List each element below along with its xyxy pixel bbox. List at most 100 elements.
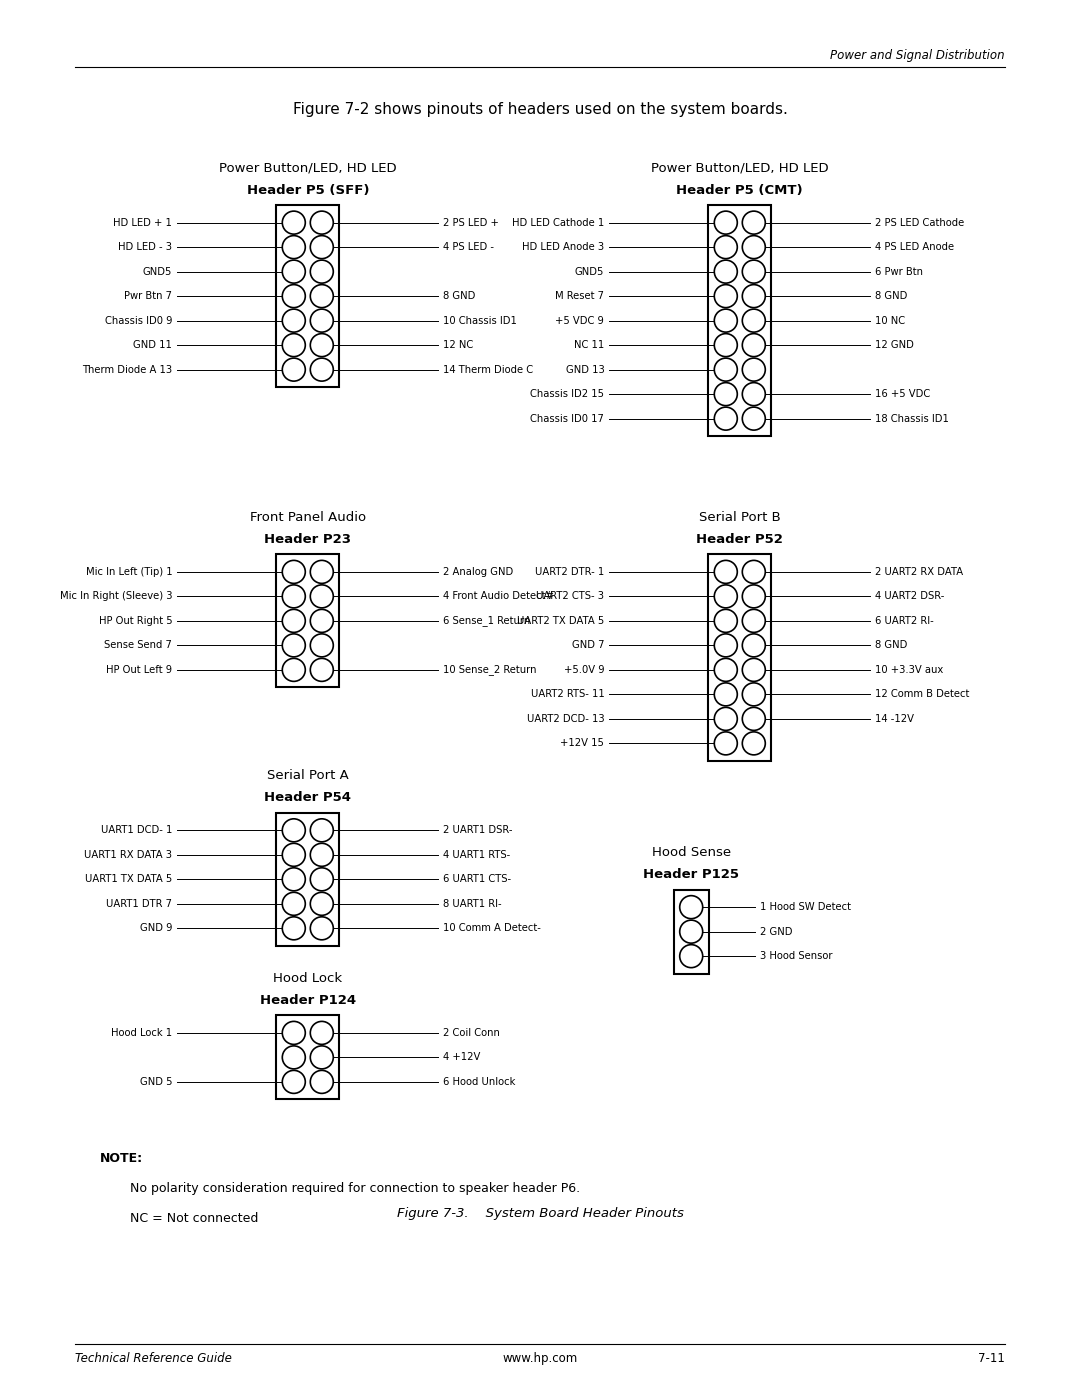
- Text: 2 Analog GND: 2 Analog GND: [443, 567, 514, 577]
- Text: HD LED Cathode 1: HD LED Cathode 1: [512, 218, 605, 228]
- Text: 6 UART1 CTS-: 6 UART1 CTS-: [443, 875, 512, 884]
- Text: Figure 7-2 shows pinouts of headers used on the system boards.: Figure 7-2 shows pinouts of headers used…: [293, 102, 787, 117]
- Text: 2 UART1 DSR-: 2 UART1 DSR-: [443, 826, 513, 835]
- Text: Hood Lock 1: Hood Lock 1: [111, 1028, 173, 1038]
- Text: 1 Hood SW Detect: 1 Hood SW Detect: [760, 902, 851, 912]
- Text: 10 Sense_2 Return: 10 Sense_2 Return: [443, 665, 537, 675]
- Text: No polarity consideration required for connection to speaker header P6.: No polarity consideration required for c…: [130, 1182, 580, 1194]
- Text: HP Out Right 5: HP Out Right 5: [98, 616, 173, 626]
- Text: 16 +5 VDC: 16 +5 VDC: [875, 390, 931, 400]
- Bar: [708, 555, 771, 761]
- Text: Header P52: Header P52: [697, 532, 783, 546]
- Text: GND5: GND5: [575, 267, 605, 277]
- Text: Mic In Right (Sleeve) 3: Mic In Right (Sleeve) 3: [59, 591, 173, 601]
- Text: Header P54: Header P54: [265, 791, 351, 805]
- Text: 2 Coil Conn: 2 Coil Conn: [443, 1028, 500, 1038]
- Text: UART1 DTR 7: UART1 DTR 7: [106, 898, 173, 909]
- Text: 14 Therm Diode C: 14 Therm Diode C: [443, 365, 534, 374]
- Text: Mic In Left (Tip) 1: Mic In Left (Tip) 1: [85, 567, 173, 577]
- Text: 8 GND: 8 GND: [875, 640, 907, 651]
- Text: +5 VDC 9: +5 VDC 9: [555, 316, 605, 326]
- Bar: [276, 205, 339, 387]
- Text: GND 7: GND 7: [571, 640, 605, 651]
- Text: HP Out Left 9: HP Out Left 9: [106, 665, 173, 675]
- Text: Chassis ID0 17: Chassis ID0 17: [530, 414, 605, 423]
- Text: Technical Reference Guide: Technical Reference Guide: [75, 1352, 232, 1365]
- Text: Power Button/LED, HD LED: Power Button/LED, HD LED: [651, 162, 828, 175]
- Text: 10 Chassis ID1: 10 Chassis ID1: [443, 316, 517, 326]
- Text: Chassis ID0 9: Chassis ID0 9: [105, 316, 173, 326]
- Bar: [276, 555, 339, 687]
- Text: 2 PS LED Cathode: 2 PS LED Cathode: [875, 218, 964, 228]
- Text: Serial Port B: Serial Port B: [699, 511, 781, 524]
- Text: 6 UART2 RI-: 6 UART2 RI-: [875, 616, 934, 626]
- Text: M Reset 7: M Reset 7: [555, 291, 605, 302]
- Text: www.hp.com: www.hp.com: [502, 1352, 578, 1365]
- Text: 12 Comm B Detect: 12 Comm B Detect: [875, 689, 970, 700]
- Text: Header P5 (SFF): Header P5 (SFF): [246, 183, 369, 197]
- Text: Header P124: Header P124: [259, 993, 356, 1007]
- Text: Header P5 (CMT): Header P5 (CMT): [676, 183, 804, 197]
- Text: 6 Pwr Btn: 6 Pwr Btn: [875, 267, 923, 277]
- Text: Pwr Btn 7: Pwr Btn 7: [124, 291, 173, 302]
- Text: Power and Signal Distribution: Power and Signal Distribution: [831, 49, 1005, 61]
- Text: 4 UART2 DSR-: 4 UART2 DSR-: [875, 591, 945, 601]
- Text: UART2 RTS- 11: UART2 RTS- 11: [530, 689, 605, 700]
- Text: 10 NC: 10 NC: [875, 316, 905, 326]
- Text: 10 +3.3V aux: 10 +3.3V aux: [875, 665, 944, 675]
- Text: +12V 15: +12V 15: [561, 739, 605, 749]
- Text: UART2 DTR- 1: UART2 DTR- 1: [535, 567, 605, 577]
- Text: 2 PS LED +: 2 PS LED +: [443, 218, 499, 228]
- Text: 6 Hood Unlock: 6 Hood Unlock: [443, 1077, 515, 1087]
- Text: GND5: GND5: [143, 267, 173, 277]
- Text: Hood Lock: Hood Lock: [273, 972, 342, 985]
- Text: Chassis ID2 15: Chassis ID2 15: [530, 390, 605, 400]
- Text: 12 GND: 12 GND: [875, 339, 914, 351]
- Text: HD LED + 1: HD LED + 1: [113, 218, 173, 228]
- Text: 3 Hood Sensor: 3 Hood Sensor: [760, 951, 833, 961]
- Text: Figure 7-3.    System Board Header Pinouts: Figure 7-3. System Board Header Pinouts: [396, 1207, 684, 1220]
- Text: NOTE:: NOTE:: [100, 1153, 144, 1165]
- Text: 14 -12V: 14 -12V: [875, 714, 915, 724]
- Text: 2 GND: 2 GND: [760, 926, 793, 936]
- Text: UART2 CTS- 3: UART2 CTS- 3: [537, 591, 605, 601]
- Text: 8 UART1 RI-: 8 UART1 RI-: [443, 898, 502, 909]
- Text: Header P23: Header P23: [265, 532, 351, 546]
- Text: +5.0V 9: +5.0V 9: [564, 665, 605, 675]
- Text: UART1 RX DATA 3: UART1 RX DATA 3: [84, 849, 173, 859]
- Text: 8 GND: 8 GND: [443, 291, 475, 302]
- Text: NC = Not connected: NC = Not connected: [130, 1213, 258, 1225]
- Text: UART1 TX DATA 5: UART1 TX DATA 5: [85, 875, 173, 884]
- Text: 4 Front Audio Detect#: 4 Front Audio Detect#: [443, 591, 554, 601]
- Text: 4 UART1 RTS-: 4 UART1 RTS-: [443, 849, 511, 859]
- Text: GND 13: GND 13: [566, 365, 605, 374]
- Text: 4 +12V: 4 +12V: [443, 1052, 481, 1062]
- Text: UART1 DCD- 1: UART1 DCD- 1: [100, 826, 173, 835]
- Text: HD LED Anode 3: HD LED Anode 3: [522, 242, 605, 251]
- Text: GND 5: GND 5: [139, 1077, 173, 1087]
- Bar: [674, 890, 708, 974]
- Text: Therm Diode A 13: Therm Diode A 13: [82, 365, 173, 374]
- Text: 18 Chassis ID1: 18 Chassis ID1: [875, 414, 949, 423]
- Text: 4 PS LED -: 4 PS LED -: [443, 242, 495, 251]
- Text: Sense Send 7: Sense Send 7: [105, 640, 173, 651]
- Text: Hood Sense: Hood Sense: [651, 847, 731, 859]
- Text: Header P125: Header P125: [644, 868, 739, 882]
- Text: 7-11: 7-11: [978, 1352, 1005, 1365]
- Bar: [276, 1016, 339, 1099]
- Text: UART2 DCD- 13: UART2 DCD- 13: [527, 714, 605, 724]
- Text: NC 11: NC 11: [575, 339, 605, 351]
- Text: 10 Comm A Detect-: 10 Comm A Detect-: [443, 923, 541, 933]
- Text: GND 9: GND 9: [139, 923, 173, 933]
- Text: GND 11: GND 11: [134, 339, 173, 351]
- Text: Front Panel Audio: Front Panel Audio: [249, 511, 366, 524]
- Text: 12 NC: 12 NC: [443, 339, 473, 351]
- Text: 6 Sense_1 Return: 6 Sense_1 Return: [443, 616, 530, 626]
- Text: 2 UART2 RX DATA: 2 UART2 RX DATA: [875, 567, 963, 577]
- Text: Serial Port A: Serial Port A: [267, 770, 349, 782]
- Bar: [276, 813, 339, 946]
- Text: 8 GND: 8 GND: [875, 291, 907, 302]
- Text: 4 PS LED Anode: 4 PS LED Anode: [875, 242, 955, 251]
- Text: Power Button/LED, HD LED: Power Button/LED, HD LED: [219, 162, 396, 175]
- Bar: [708, 205, 771, 436]
